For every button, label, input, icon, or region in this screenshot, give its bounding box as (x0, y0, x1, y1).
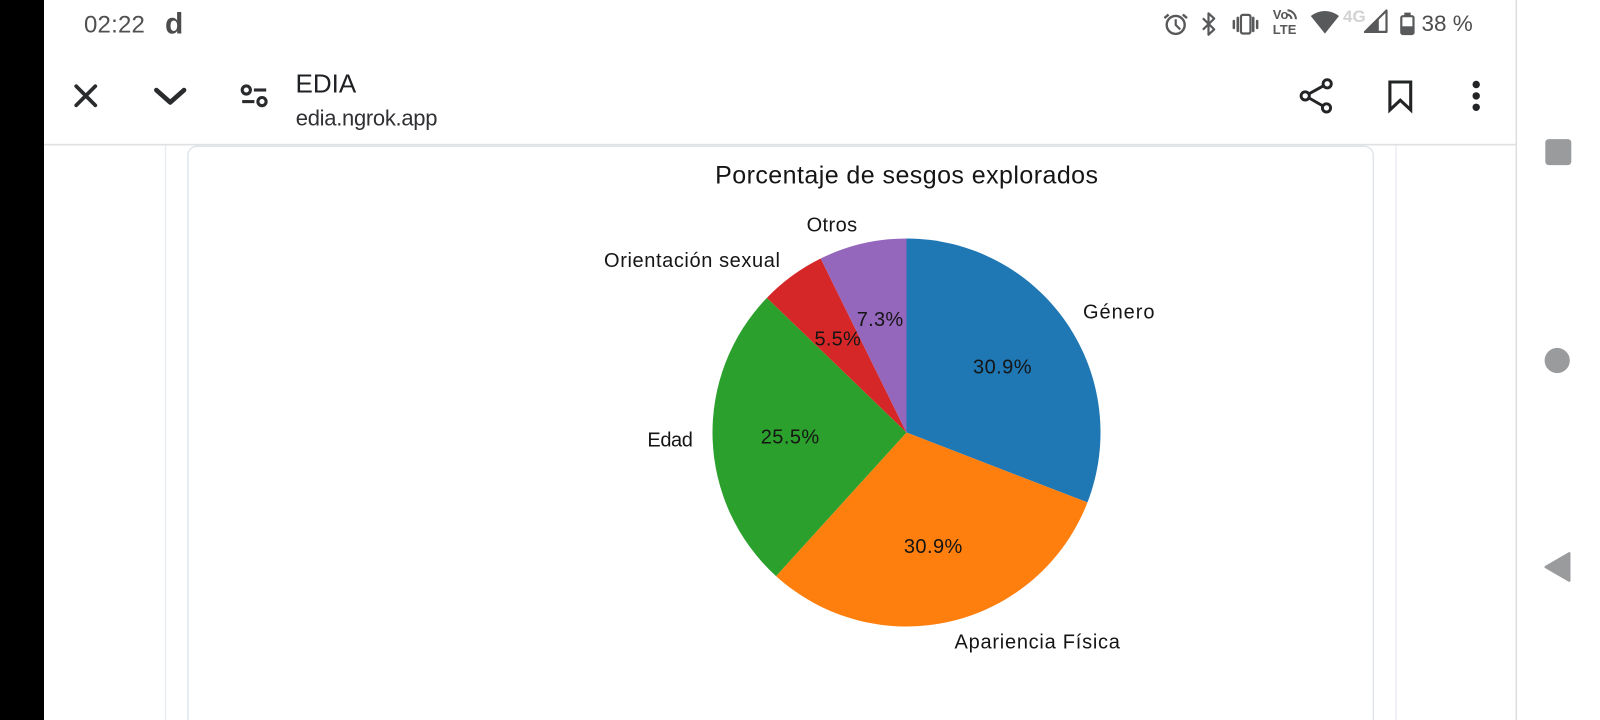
svg-text:25.5%: 25.5% (761, 426, 820, 448)
svg-text:5.5%: 5.5% (815, 329, 862, 351)
svg-text:EDIA: EDIA (296, 69, 357, 99)
svg-text:4G: 4G (1343, 7, 1366, 26)
svg-text:Apariencia Física: Apariencia Física (955, 632, 1121, 654)
svg-text:Edad: Edad (647, 430, 692, 452)
svg-text:Otros: Otros (807, 215, 858, 237)
svg-text:Género: Género (1083, 302, 1155, 324)
svg-text:d: d (165, 7, 183, 40)
svg-text:Orientación sexual: Orientación sexual (604, 250, 780, 272)
svg-text:38 %: 38 % (1422, 11, 1473, 36)
svg-text:30.9%: 30.9% (904, 536, 963, 558)
svg-text:30.9%: 30.9% (973, 357, 1032, 379)
svg-text:7.3%: 7.3% (857, 309, 904, 331)
svg-text:LTE: LTE (1273, 22, 1297, 37)
svg-text:02:22: 02:22 (84, 12, 145, 39)
svg-text:edia.ngrok.app: edia.ngrok.app (296, 105, 437, 130)
svg-text:Vo: Vo (1273, 7, 1289, 22)
svg-text:Porcentaje de sesgos explorado: Porcentaje de sesgos explorados (715, 161, 1098, 189)
